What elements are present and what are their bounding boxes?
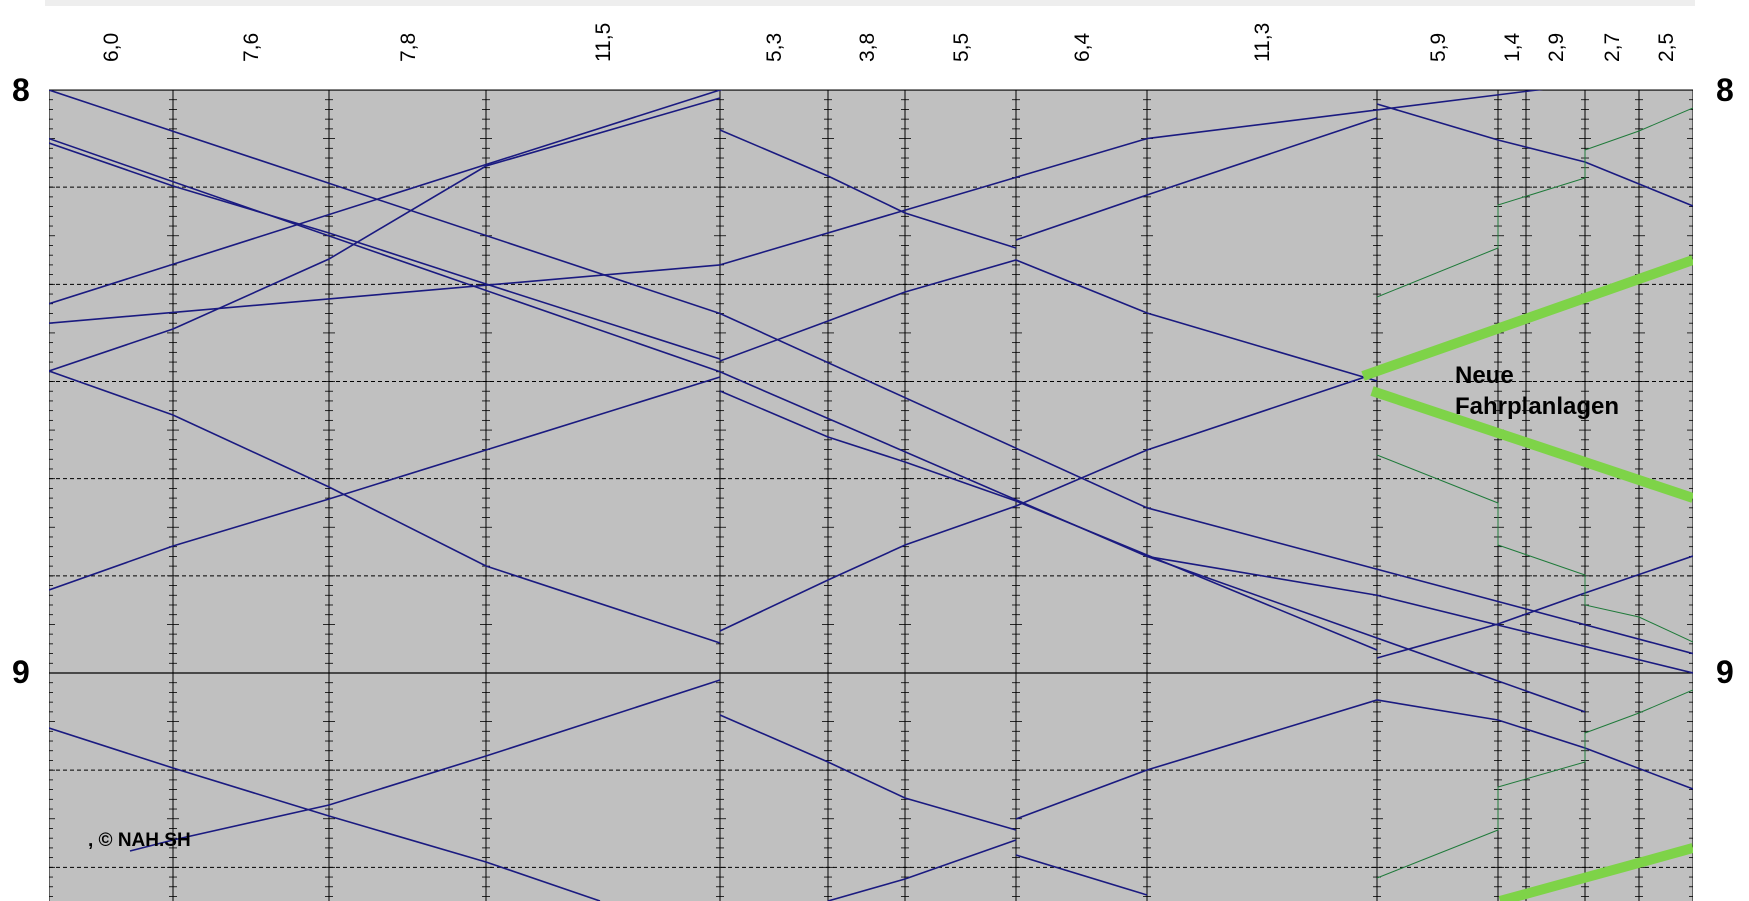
train-path [1376,555,1693,659]
copyright-credit: , © NAH.SH [88,830,191,851]
train-path [1015,854,1148,896]
plot-background [49,90,1693,901]
hour-label-9-right: 9 [1716,654,1734,690]
top-band [0,0,1749,90]
top-strip [45,0,1695,6]
distance-label: 5,5 [949,32,973,62]
new-train-path [1376,107,1693,298]
train-path [719,390,1378,651]
existing-trains [49,90,1693,901]
train-path [49,90,721,315]
train-path [129,679,721,852]
train-path [1146,507,1693,655]
train-path [49,376,721,591]
train-path [49,142,721,360]
train-path [1015,699,1693,820]
distance-label: 11,3 [1251,22,1274,62]
distance-label: 2,7 [1601,32,1624,62]
train-path [49,97,721,372]
train-path [827,839,1017,901]
distance-label: 2,9 [1544,32,1568,62]
train-path [1146,555,1586,713]
train-path [49,370,721,644]
hour-label-8-left: 8 [12,72,30,108]
distance-label: 6,0 [100,32,123,62]
distance-label: 11,5 [592,22,615,62]
distance-label: 7,6 [240,32,263,62]
distance-label: 1,4 [1501,32,1524,62]
train-path [719,137,1148,266]
train-path [1376,103,1693,207]
annotation-line-1: Neue [1455,362,1514,389]
new-timetable-path [1370,386,1693,503]
new-timetable-path [1361,255,1693,381]
train-path [1015,117,1378,241]
train-path [719,372,1378,632]
train-path [719,312,1148,509]
distance-label: 3,8 [855,32,879,62]
train-path [1146,90,1544,140]
hour-label-8-right: 8 [1716,72,1734,108]
new-timetable-path [1498,843,1693,901]
distance-label: 7,8 [396,32,420,62]
train-path [49,264,721,324]
train-path [719,129,1017,249]
train-path [1146,555,1693,674]
train-path [49,727,601,901]
annotation-line-2: Fahrplanlagen [1455,393,1620,420]
train-path [719,714,1017,831]
train-path [49,90,721,305]
distance-label: 2,5 [1655,32,1678,62]
train-path [719,259,1378,382]
hour-label-9-left: 9 [12,654,30,690]
distance-label: 5,3 [763,32,786,62]
distance-label: 6,4 [1070,32,1094,62]
new-train-path [1376,689,1693,879]
new-trains-bold [1361,255,1693,901]
distance-label: 5,9 [1426,32,1450,62]
annotation-new-timetable: Neue Fahrplanlagen [1455,360,1619,422]
new-train-path [1376,454,1693,643]
new-trains-thin [1376,107,1693,879]
train-path [49,137,721,373]
